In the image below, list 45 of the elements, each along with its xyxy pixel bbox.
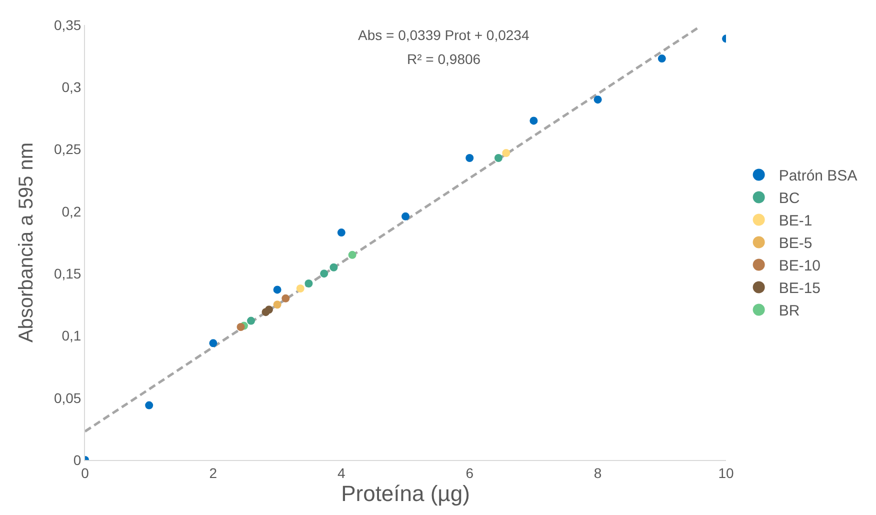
y-axis-title: Absorbancia a 595 nm — [15, 142, 38, 343]
y-tick-label: 0,2 — [62, 203, 82, 220]
y-tick-label: 0,25 — [54, 141, 82, 158]
point — [337, 228, 346, 237]
point — [658, 54, 666, 63]
point — [236, 323, 245, 332]
point — [402, 212, 410, 220]
point — [209, 339, 218, 348]
legend-label: BC — [778, 190, 800, 208]
point — [466, 154, 474, 162]
legend-label: Patrón BSA — [778, 168, 858, 185]
x-tick-label: 6 — [466, 464, 474, 481]
y-tick-label: 0,35 — [54, 16, 82, 33]
legend-label: BE-1 — [778, 212, 812, 230]
point — [594, 96, 602, 104]
point — [320, 270, 328, 278]
annotation: Abs = 0,0339 Prot + 0,0234 — [358, 27, 530, 43]
x-tick-label: 2 — [209, 464, 218, 481]
point — [145, 401, 154, 410]
annotation: R² = 0,9806 — [407, 51, 481, 67]
x-tick-label: 10 — [718, 464, 734, 481]
point — [273, 300, 282, 309]
y-tick-label: 0 — [73, 452, 82, 468]
point — [530, 116, 538, 125]
x-tick-label: 8 — [594, 464, 602, 481]
y-tick-label: 0,3 — [62, 79, 82, 96]
point — [494, 154, 502, 162]
point — [296, 284, 304, 292]
legend-label: BE-10 — [778, 258, 821, 275]
legend-label: BR — [778, 302, 800, 320]
y-tick-label: 0,1 — [62, 328, 82, 344]
point — [282, 294, 290, 302]
legend-label: BE-15 — [778, 280, 821, 298]
point — [247, 316, 256, 325]
point — [273, 286, 282, 294]
point — [330, 263, 338, 272]
y-tick-label: 0,15 — [54, 265, 82, 282]
point — [304, 280, 313, 288]
y-tick-label: 0,05 — [54, 390, 82, 406]
legend-label: BE-5 — [778, 235, 812, 252]
x-tick-label: 4 — [338, 464, 346, 481]
point — [502, 149, 510, 158]
point — [348, 250, 356, 259]
point — [264, 306, 273, 314]
x-axis-title: Proteína (µg) — [341, 480, 470, 506]
